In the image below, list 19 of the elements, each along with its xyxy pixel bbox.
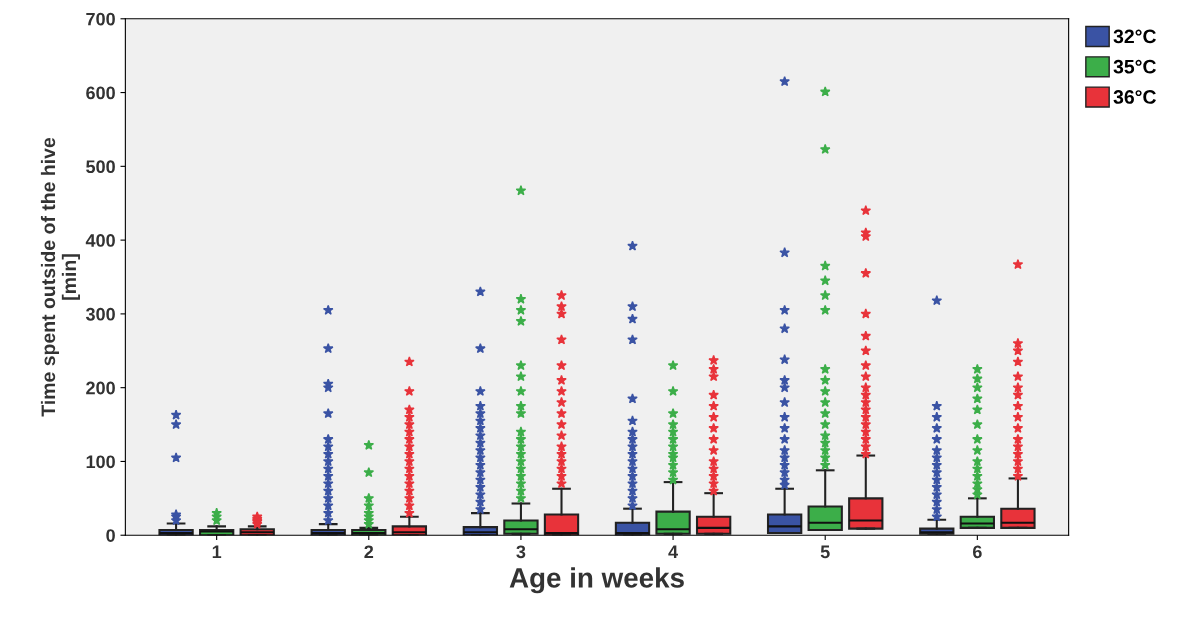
y-tick-label: 0	[106, 529, 115, 542]
y-tick-label: 300	[85, 307, 115, 321]
y-tick-label: 600	[86, 86, 115, 100]
y-tick-label: 200	[86, 381, 115, 395]
legend-label: 36°C	[1113, 90, 1156, 104]
y-axis-title: Time spent outside of the hive [min]	[40, 137, 80, 417]
x-tick-label: 5	[820, 545, 830, 559]
x-axis-title: Age in weeks	[509, 567, 684, 594]
y-tick-label: 400	[85, 234, 115, 247]
legend-label: 35°C	[1113, 59, 1156, 74]
legend-label: 32°C	[1113, 29, 1156, 44]
y-tick-label: 700	[86, 12, 115, 26]
y-tick-label: 100	[86, 455, 115, 469]
y-tick-label: 500	[86, 160, 115, 174]
x-tick-label: 6	[972, 545, 982, 559]
x-tick-label: 3	[516, 545, 526, 559]
x-tick-label: 1	[212, 545, 222, 559]
x-tick-label: 2	[364, 545, 374, 559]
x-tick-label: 4	[668, 545, 678, 559]
